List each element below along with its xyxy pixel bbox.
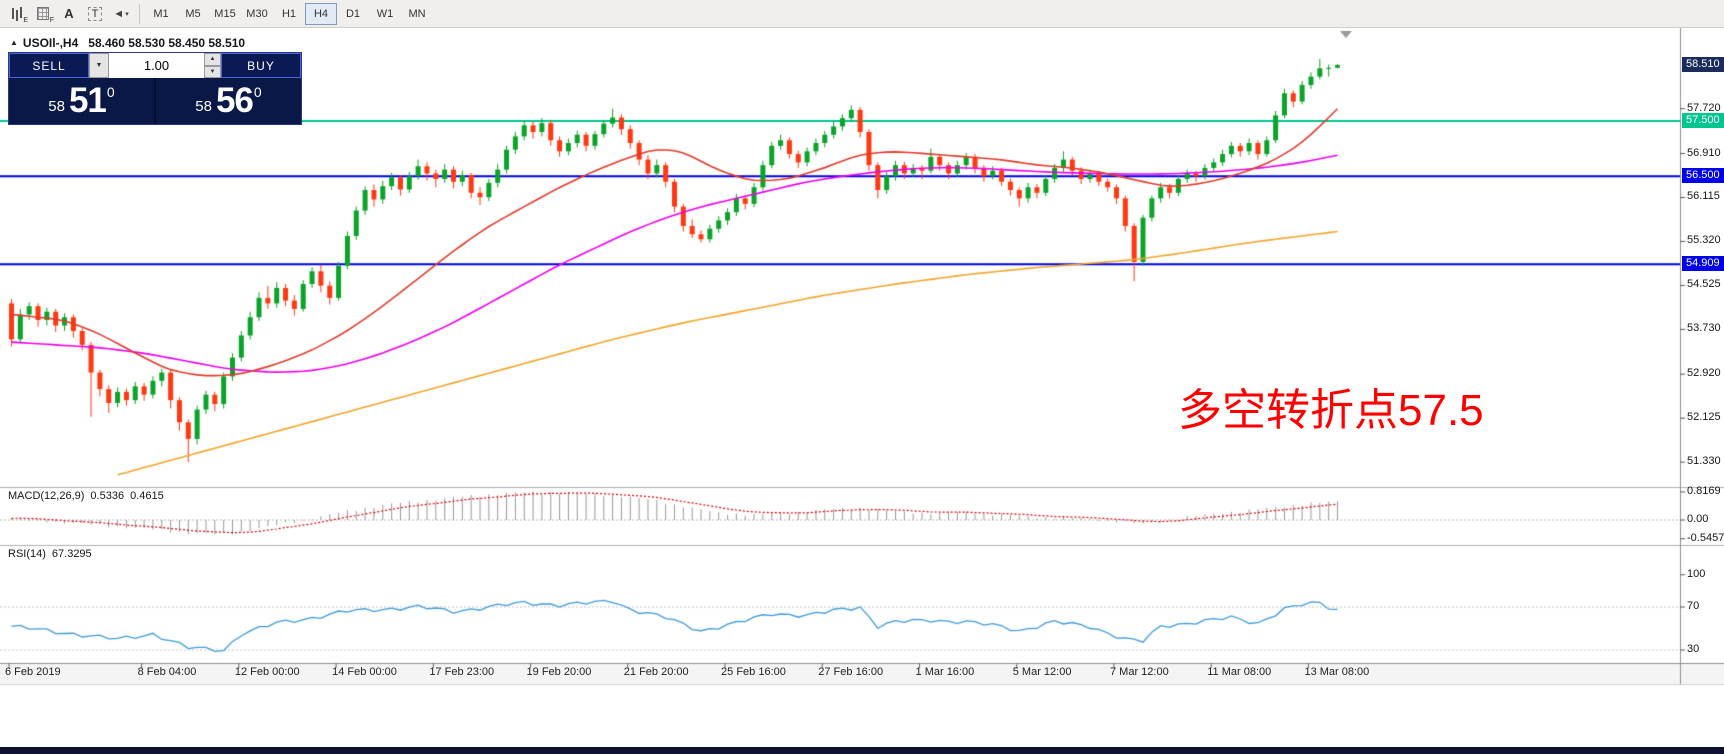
chart-grid-icon[interactable]: F — [30, 3, 56, 25]
chart-bars-icon[interactable]: E — [4, 3, 30, 25]
buy-price-small: 58 — [195, 97, 212, 115]
toolbar-separator — [139, 3, 140, 24]
text-tool-icon[interactable]: T — [82, 3, 108, 25]
volume-dropdown-button[interactable]: ▼ — [89, 53, 109, 78]
volume-stepper: ▲ ▼ — [204, 53, 221, 78]
one-click-trade-panel: SELL ▼ ▲ ▼ BUY 58 51 0 58 56 0 — [8, 52, 302, 125]
volume-decrease-button[interactable]: ▼ — [204, 65, 221, 78]
tool-hint-e: E — [23, 16, 28, 24]
bar-chart-glyph — [12, 8, 14, 19]
bottom-bar — [0, 747, 1724, 754]
trade-panel-controls: SELL ▼ ▲ ▼ BUY — [9, 53, 301, 78]
macd-signal-value: 0.4615 — [130, 490, 164, 502]
macd-label: MACD(12,26,9) 0.5336 0.4615 — [8, 490, 164, 502]
symbol-title: USOIl-,H4 — [22, 36, 79, 50]
sell-button[interactable]: SELL — [9, 53, 89, 78]
buy-button[interactable]: BUY — [221, 53, 301, 78]
rsi-value: 67.3295 — [51, 548, 92, 560]
toolbar: E F A T ◄ ▾ M1 M5 M15 M30 H1 H4 D1 W1 MN — [0, 0, 1724, 28]
symbol-marker-icon: ▲ — [10, 38, 18, 47]
buy-price-big: 56 — [215, 81, 254, 120]
cursor-tool-icon[interactable]: ◄ ▾ — [108, 3, 134, 25]
font-tool-icon[interactable]: A — [56, 3, 82, 25]
timeframe-button-h4[interactable]: H4 — [305, 2, 337, 25]
macd-main-value: 0.5336 — [90, 490, 125, 502]
font-tool-label: A — [64, 6, 74, 21]
chart-annotation-text: 多空转折点57.5 — [1178, 386, 1484, 435]
tool-hint-f: F — [49, 16, 54, 24]
chevron-down-icon: ▾ — [125, 10, 129, 18]
timeframe-button-m15[interactable]: M15 — [209, 3, 241, 25]
chart-header: ▲ USOIl-,H4 58.460 58.530 58.450 58.510 — [10, 36, 245, 50]
buy-quote[interactable]: 58 56 0 — [154, 78, 301, 124]
grid-glyph — [37, 7, 49, 20]
sell-quote[interactable]: 58 51 0 — [9, 78, 154, 124]
timeframe-button-w1[interactable]: W1 — [369, 3, 401, 25]
ohlc-readout: 58.460 58.530 58.450 58.510 — [88, 36, 246, 50]
timeframe-button-mn[interactable]: MN — [401, 3, 433, 25]
chart-canvas[interactable] — [0, 28, 1724, 754]
sell-price-big: 51 — [68, 81, 107, 120]
timeframe-button-m30[interactable]: M30 — [241, 3, 273, 25]
volume-increase-button[interactable]: ▲ — [204, 53, 221, 66]
text-tool-label: T — [87, 6, 103, 21]
timeframe-button-m5[interactable]: M5 — [177, 3, 209, 25]
buy-price-sup: 0 — [253, 84, 262, 100]
timeframe-button-m1[interactable]: M1 — [145, 3, 177, 25]
timeframe-button-d1[interactable]: D1 — [337, 3, 369, 25]
rsi-label: RSI(14) 67.3295 — [8, 548, 92, 560]
timeframe-button-h1[interactable]: H1 — [273, 3, 305, 25]
macd-name: MACD(12,26,9) — [8, 490, 85, 502]
trade-panel-quotes: 58 51 0 58 56 0 — [9, 78, 301, 124]
rsi-name: RSI(14) — [8, 548, 46, 560]
timeframe-group: M1 M5 M15 M30 H1 H4 D1 W1 MN — [145, 2, 433, 25]
cursor-glyph: ◄ — [113, 7, 125, 20]
sell-price-sup: 0 — [106, 84, 115, 100]
volume-input[interactable] — [109, 53, 204, 78]
sell-price-small: 58 — [48, 97, 65, 115]
